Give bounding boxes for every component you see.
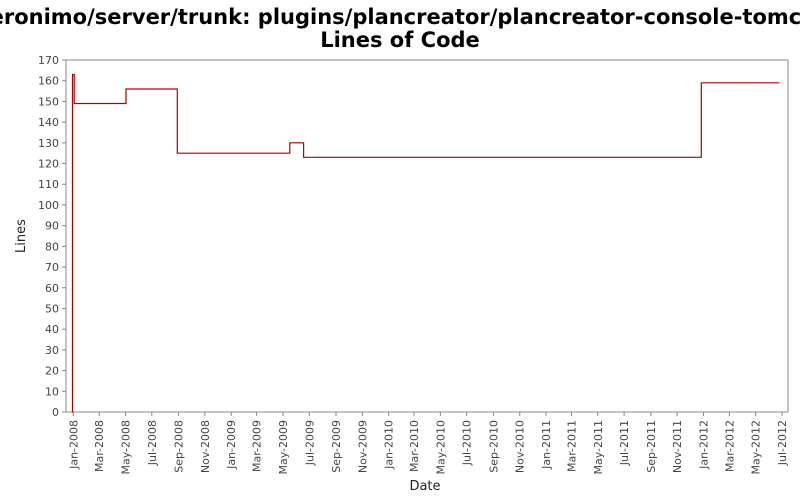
y-tick-label: 140 <box>38 116 59 129</box>
x-tick-label: May-2012 <box>750 420 763 475</box>
y-tick-label: 160 <box>38 75 59 88</box>
x-tick-label: Mar-2010 <box>408 420 421 472</box>
y-tick-label: 120 <box>38 158 59 171</box>
chart-subtitle: Lines of Code <box>320 28 480 52</box>
x-tick-label: Jul-2010 <box>461 420 474 466</box>
x-tick-label: May-2010 <box>434 420 447 475</box>
x-tick-label: Nov-2011 <box>671 420 684 473</box>
x-tick-label: Jul-2011 <box>618 420 631 466</box>
x-tick-label: May-2011 <box>592 420 605 475</box>
series-group <box>71 73 780 413</box>
plot-area <box>65 59 789 413</box>
x-tick-label: Jul-2012 <box>776 420 789 466</box>
x-tick-label: Jan-2011 <box>540 420 553 470</box>
x-axis-label: Date <box>409 479 440 494</box>
y-tick-label: 110 <box>38 178 59 191</box>
y-tick-label: 80 <box>45 240 59 253</box>
x-tick-label: Sep-2010 <box>487 420 500 473</box>
x-axis: Jan-2008 Mar-2008 May-2008 Jul-2008 Sep-2008… <box>67 412 789 475</box>
y-tick-label: 50 <box>45 302 59 315</box>
x-tick-label: May-2008 <box>120 420 133 475</box>
x-tick-label: Sep-2011 <box>645 420 658 473</box>
y-tick-label: 70 <box>45 261 59 274</box>
y-tick-label: 10 <box>45 385 59 398</box>
x-tick-label: Mar-2009 <box>251 420 264 472</box>
y-tick-label: 20 <box>45 365 59 378</box>
x-tick-label: Jul-2009 <box>303 420 316 466</box>
x-tick-label: Jul-2008 <box>146 420 159 466</box>
x-tick-label: May-2009 <box>277 420 290 475</box>
x-tick-label: Mar-2012 <box>723 420 736 472</box>
x-tick-label: Mar-2011 <box>565 420 578 472</box>
x-tick-label: Nov-2010 <box>514 420 527 473</box>
y-tick-label: 60 <box>45 282 59 295</box>
x-tick-label: Nov-2008 <box>199 420 212 473</box>
y-tick-label: 40 <box>45 323 59 336</box>
x-tick-label: Jan-2012 <box>697 420 710 470</box>
y-tick-label: 0 <box>52 406 59 419</box>
y-tick-label: 100 <box>38 199 59 212</box>
y-tick-label: 150 <box>38 95 59 108</box>
y-axis: 0 10 20 30 40 50 60 70 80 90 100 110 120 130 140 150 160… <box>38 54 66 419</box>
x-tick-label: Jan-2010 <box>383 420 396 470</box>
lines-series-line <box>71 73 780 413</box>
x-tick-label: Mar-2008 <box>93 420 106 472</box>
x-tick-label: Jan-2008 <box>67 420 80 470</box>
x-tick-label: Sep-2008 <box>173 420 186 473</box>
chart-title: /geronimo/server/trunk: plugins/plancrea… <box>0 5 800 29</box>
y-tick-label: 130 <box>38 137 59 150</box>
y-tick-label: 30 <box>45 344 59 357</box>
y-tick-label: 170 <box>38 54 59 67</box>
x-tick-label: Sep-2009 <box>330 420 343 473</box>
x-tick-label: Jan-2009 <box>225 420 238 470</box>
y-axis-label: Lines <box>14 219 29 253</box>
x-tick-label: Nov-2009 <box>356 420 369 473</box>
y-tick-label: 90 <box>45 220 59 233</box>
